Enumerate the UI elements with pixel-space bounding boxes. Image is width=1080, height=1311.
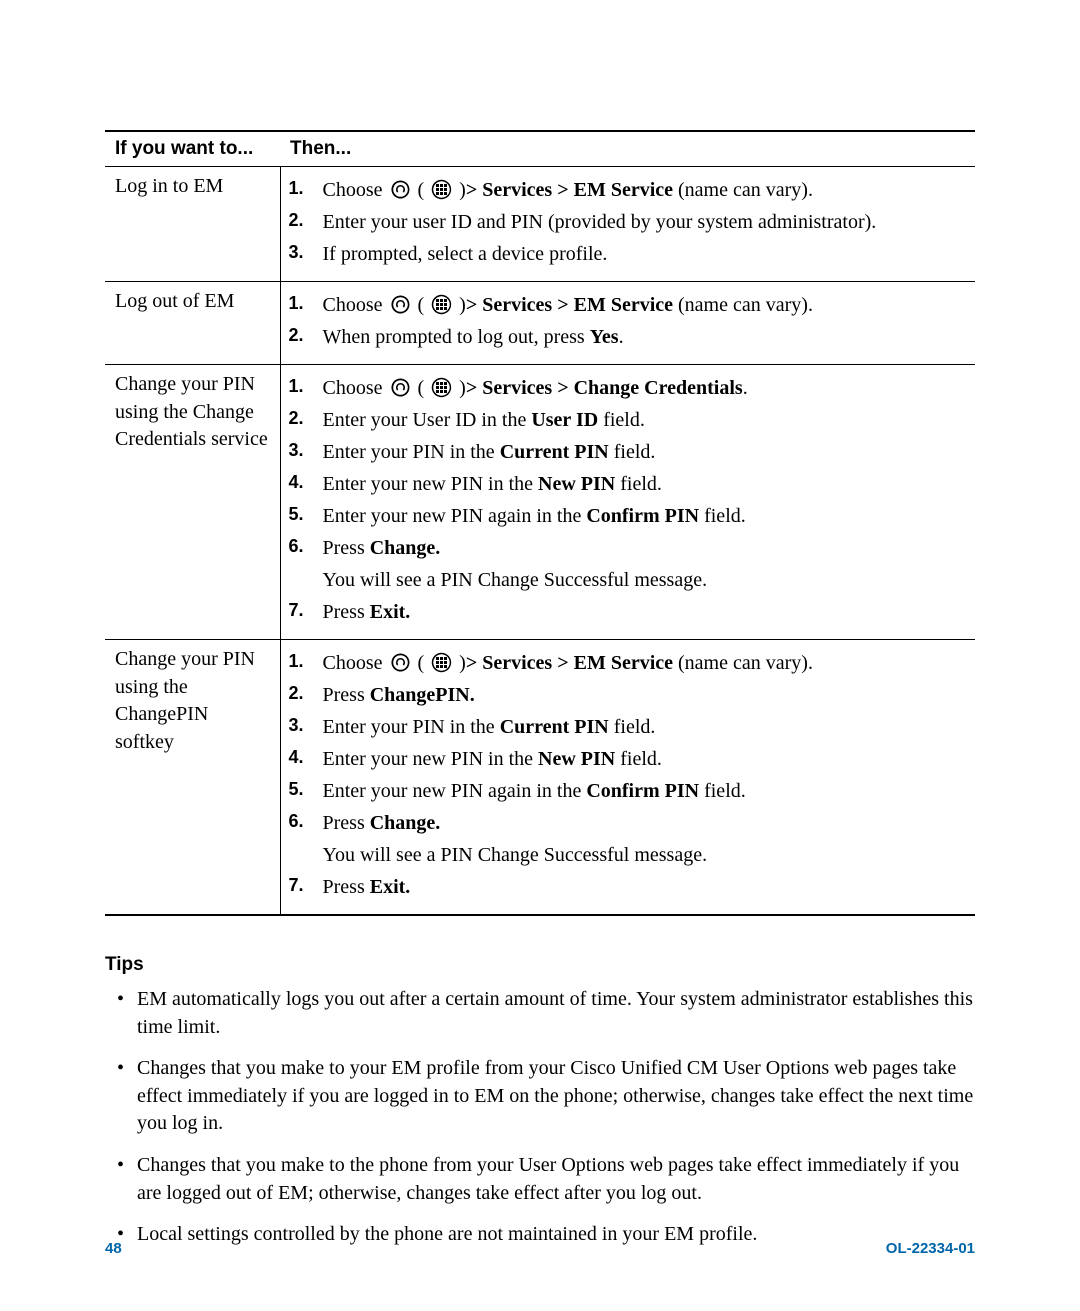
row-action-label: Change your PIN using the ChangePIN soft… xyxy=(105,640,280,916)
step-item: Enter your User ID in the User ID field. xyxy=(289,405,968,435)
table-row: Change your PIN using the Change Credent… xyxy=(105,365,975,640)
tip-item: Changes that you make to your EM profile… xyxy=(137,1055,975,1138)
step-note: You will see a PIN Change Successful mes… xyxy=(289,840,968,870)
applications-grid-icon xyxy=(431,294,452,315)
tip-item: Changes that you make to the phone from … xyxy=(137,1152,975,1207)
step-item: Press Exit. xyxy=(289,872,968,902)
step-item: Enter your PIN in the Current PIN field. xyxy=(289,437,968,467)
row-steps: Choose ( )> Services > Change Credential… xyxy=(280,365,975,640)
step-item: Enter your user ID and PIN (provided by … xyxy=(289,207,968,237)
step-item: If prompted, select a device profile. xyxy=(289,239,968,269)
page-number: 48 xyxy=(105,1240,122,1257)
step-item: Enter your PIN in the Current PIN field. xyxy=(289,712,968,742)
step-item: Press ChangePIN. xyxy=(289,680,968,710)
table-row: Log out of EM Choose ( )> Services > EM S… xyxy=(105,282,975,365)
step-item: When prompted to log out, press Yes. xyxy=(289,322,968,352)
row-action-label: Log in to EM xyxy=(105,167,280,282)
row-action-label: Change your PIN using the Change Credent… xyxy=(105,365,280,640)
column-header-if: If you want to... xyxy=(105,131,280,167)
row-steps: Choose ( )> Services > EM Service (name … xyxy=(280,167,975,282)
steps-list: Choose ( )> Services > Change Credential… xyxy=(289,373,968,627)
steps-list: Choose ( )> Services > EM Service (name … xyxy=(289,290,968,352)
settings-button-icon xyxy=(390,377,411,398)
table-row: Log in to EM Choose ( )> Services > EM Se… xyxy=(105,167,975,282)
settings-button-icon xyxy=(390,294,411,315)
settings-button-icon xyxy=(390,179,411,200)
step-item: Enter your new PIN in the New PIN field. xyxy=(289,744,968,774)
tip-item: EM automatically logs you out after a ce… xyxy=(137,986,975,1041)
steps-list: Choose ( )> Services > EM Service (name … xyxy=(289,175,968,269)
column-header-then: Then... xyxy=(280,131,975,167)
applications-grid-icon xyxy=(431,377,452,398)
step-item: Press Exit. xyxy=(289,597,968,627)
row-action-label: Log out of EM xyxy=(105,282,280,365)
step-note: You will see a PIN Change Successful mes… xyxy=(289,565,968,595)
applications-grid-icon xyxy=(431,179,452,200)
applications-grid-icon xyxy=(431,652,452,673)
step-item: Press Change. xyxy=(289,808,968,838)
settings-button-icon xyxy=(390,652,411,673)
steps-list: Choose ( )> Services > EM Service (name … xyxy=(289,648,968,902)
tips-list: EM automatically logs you out after a ce… xyxy=(105,986,975,1249)
table-body: Log in to EM Choose ( )> Services > EM Se… xyxy=(105,167,975,916)
step-item: Choose ( )> Services > EM Service (name … xyxy=(289,175,968,205)
row-steps: Choose ( )> Services > EM Service (name … xyxy=(280,282,975,365)
step-item: Enter your new PIN in the New PIN field. xyxy=(289,469,968,499)
instructions-table: If you want to... Then... Log in to EM Ch… xyxy=(105,130,975,916)
step-item: Choose ( )> Services > EM Service (name … xyxy=(289,290,968,320)
doc-id: OL-22334-01 xyxy=(886,1240,975,1257)
row-steps: Choose ( )> Services > EM Service (name … xyxy=(280,640,975,916)
step-item: Choose ( )> Services > Change Credential… xyxy=(289,373,968,403)
step-item: Choose ( )> Services > EM Service (name … xyxy=(289,648,968,678)
page-footer: 48 OL-22334-01 xyxy=(105,1240,975,1257)
step-item: Press Change. xyxy=(289,533,968,563)
step-item: Enter your new PIN again in the Confirm … xyxy=(289,776,968,806)
table-row: Change your PIN using the ChangePIN soft… xyxy=(105,640,975,916)
step-item: Enter your new PIN again in the Confirm … xyxy=(289,501,968,531)
tips-heading: Tips xyxy=(105,954,975,976)
